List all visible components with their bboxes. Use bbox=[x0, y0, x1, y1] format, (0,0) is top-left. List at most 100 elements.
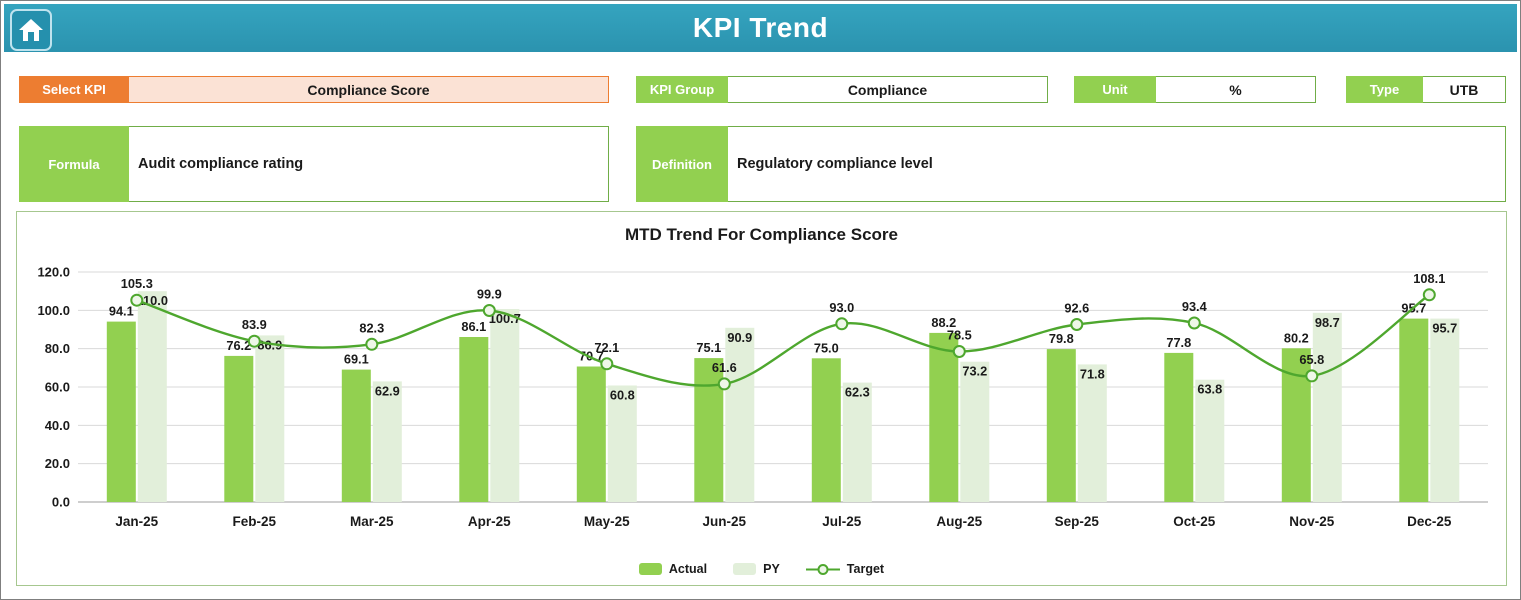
py-value-label: 62.9 bbox=[375, 383, 400, 398]
py-value-label: 100.7 bbox=[489, 311, 521, 326]
bar-py bbox=[842, 382, 872, 502]
bar-py bbox=[1195, 379, 1225, 502]
target-line bbox=[136, 293, 1430, 387]
y-tick: 60.0 bbox=[45, 380, 70, 395]
target-value-label: 93.0 bbox=[829, 300, 854, 315]
select-kpi-value[interactable]: Compliance Score bbox=[129, 76, 609, 103]
chart-panel: MTD Trend For Compliance Score 0.0 20.0 40… bbox=[16, 211, 1507, 586]
bar-py bbox=[725, 327, 755, 502]
py-value-label: 62.3 bbox=[845, 385, 870, 400]
py-value-label: 110.0 bbox=[137, 293, 168, 308]
kpi-group-label: KPI Group bbox=[636, 76, 728, 103]
target-marker bbox=[952, 345, 966, 358]
definition-value: Regulatory compliance level bbox=[728, 126, 1506, 202]
py-value-label: 95.7 bbox=[1432, 321, 1457, 336]
actual-value-label: 94.1 bbox=[109, 304, 134, 319]
select-kpi-label: Select KPI bbox=[19, 76, 129, 103]
target-value-label: 83.9 bbox=[242, 317, 267, 332]
target-value-label: 82.3 bbox=[359, 320, 384, 335]
target-marker bbox=[717, 377, 731, 391]
x-axis-label: Jan-25 bbox=[115, 514, 158, 529]
definition-label: Definition bbox=[636, 126, 728, 202]
formula-value: Audit compliance rating bbox=[129, 126, 609, 202]
bar-actual bbox=[811, 358, 841, 503]
x-axis-label: Feb-25 bbox=[233, 514, 277, 529]
home-icon bbox=[19, 19, 43, 41]
x-axis-label: May-25 bbox=[584, 514, 630, 529]
bar-py bbox=[1077, 364, 1107, 502]
x-axis-label: Sep-25 bbox=[1055, 514, 1100, 529]
actual-value-label: 80.2 bbox=[1284, 330, 1309, 345]
target-marker bbox=[1422, 288, 1436, 302]
chart-title: MTD Trend For Compliance Score bbox=[625, 225, 898, 244]
target-value-label: 108.1 bbox=[1413, 271, 1445, 286]
legend-label-py: PY bbox=[763, 562, 780, 576]
py-value-label: 71.8 bbox=[1080, 366, 1105, 381]
type-field: Type UTB bbox=[1346, 76, 1506, 103]
y-tick: 0.0 bbox=[52, 495, 70, 510]
bar-actual bbox=[694, 358, 724, 502]
bar-actual bbox=[224, 355, 254, 502]
actual-value-label: 79.8 bbox=[1049, 331, 1074, 346]
x-axis-label: Apr-25 bbox=[468, 514, 511, 529]
x-axis-label: Oct-25 bbox=[1173, 514, 1216, 529]
bar-py bbox=[137, 291, 167, 502]
header: KPI Trend bbox=[4, 4, 1517, 52]
py-value-label: 90.9 bbox=[727, 330, 752, 345]
bar-py bbox=[255, 335, 285, 502]
type-value: UTB bbox=[1423, 76, 1506, 103]
bar-py bbox=[960, 361, 990, 502]
target-marker bbox=[835, 317, 849, 331]
kpi-group-field: KPI Group Compliance bbox=[636, 76, 1048, 103]
bar-actual bbox=[1046, 349, 1076, 502]
formula-label: Formula bbox=[19, 126, 129, 202]
bar-py bbox=[1312, 312, 1342, 502]
actual-value-label: 77.8 bbox=[1166, 335, 1191, 350]
py-value-label: 63.8 bbox=[1197, 382, 1222, 397]
py-value-label: 98.7 bbox=[1315, 315, 1340, 330]
unit-label: Unit bbox=[1074, 76, 1156, 103]
target-marker bbox=[1187, 316, 1201, 330]
target-marker bbox=[1070, 318, 1084, 331]
target-value-label: 61.6 bbox=[712, 360, 737, 375]
target-marker bbox=[365, 337, 379, 351]
target-value-label: 93.4 bbox=[1182, 299, 1208, 314]
chart-legend: Actual PY Target bbox=[17, 562, 1506, 576]
home-button[interactable] bbox=[10, 9, 52, 51]
actual-value-label: 76.2 bbox=[226, 338, 251, 353]
legend-label-target: Target bbox=[846, 562, 885, 576]
actual-value-label: 88.2 bbox=[931, 315, 956, 330]
page-title: KPI Trend bbox=[692, 12, 829, 43]
legend-swatch-target bbox=[805, 563, 840, 575]
x-axis-label: Jul-25 bbox=[822, 514, 862, 529]
legend-label-actual: Actual bbox=[668, 562, 708, 576]
bar-actual bbox=[1399, 318, 1429, 502]
definition-field: Definition Regulatory compliance level bbox=[636, 126, 1506, 202]
legend-swatch-actual bbox=[638, 563, 662, 575]
target-value-label: 105.3 bbox=[121, 276, 153, 291]
legend-item-py: PY bbox=[733, 562, 780, 576]
x-axis-label: Mar-25 bbox=[350, 514, 394, 529]
target-value-label: 92.6 bbox=[1064, 301, 1089, 316]
target-value-label: 65.8 bbox=[1299, 352, 1324, 367]
bar-py bbox=[607, 385, 637, 502]
y-tick: 100.0 bbox=[37, 303, 70, 318]
bar-actual bbox=[459, 337, 489, 502]
bar-actual bbox=[576, 366, 606, 502]
actual-value-label: 86.1 bbox=[461, 319, 486, 334]
x-axis-label: Nov-25 bbox=[1289, 514, 1335, 529]
bar-py bbox=[490, 309, 520, 502]
legend-swatch-py bbox=[733, 563, 757, 575]
target-marker bbox=[600, 357, 614, 371]
py-value-label: 73.2 bbox=[962, 364, 987, 379]
x-axis-label: Dec-25 bbox=[1407, 514, 1452, 529]
bar-actual bbox=[929, 332, 959, 502]
bar-py bbox=[372, 381, 402, 502]
target-value-label: 99.9 bbox=[477, 287, 502, 302]
actual-value-label: 69.1 bbox=[344, 352, 369, 367]
actual-value-label: 75.0 bbox=[814, 340, 839, 355]
target-marker bbox=[1305, 369, 1319, 383]
target-marker bbox=[247, 334, 261, 348]
